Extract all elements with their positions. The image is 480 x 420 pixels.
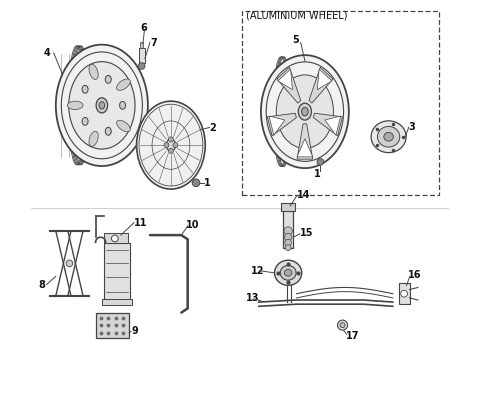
Ellipse shape xyxy=(105,76,111,83)
Text: 1: 1 xyxy=(204,178,210,188)
Bar xyxy=(242,11,439,195)
Circle shape xyxy=(168,148,173,153)
Ellipse shape xyxy=(56,45,148,166)
Circle shape xyxy=(340,323,345,328)
Text: 7: 7 xyxy=(150,38,157,48)
Circle shape xyxy=(173,143,178,147)
Ellipse shape xyxy=(117,79,130,90)
Text: 2: 2 xyxy=(209,123,216,133)
Ellipse shape xyxy=(384,132,394,141)
Polygon shape xyxy=(278,69,292,90)
Text: 15: 15 xyxy=(300,228,313,238)
Ellipse shape xyxy=(276,75,334,148)
Circle shape xyxy=(337,320,348,330)
Ellipse shape xyxy=(298,103,312,120)
Text: 16: 16 xyxy=(408,270,421,280)
Bar xyxy=(102,299,132,305)
Circle shape xyxy=(401,290,408,297)
Circle shape xyxy=(317,158,324,165)
Ellipse shape xyxy=(89,64,98,79)
Text: 11: 11 xyxy=(134,218,147,228)
Ellipse shape xyxy=(377,126,400,147)
Text: (ALUMINIUM WHEEL): (ALUMINIUM WHEEL) xyxy=(246,10,348,21)
Bar xyxy=(139,47,144,63)
Circle shape xyxy=(111,235,118,242)
Circle shape xyxy=(285,239,291,246)
Text: 6: 6 xyxy=(140,23,147,33)
Text: 12: 12 xyxy=(251,266,264,276)
Text: 14: 14 xyxy=(297,190,310,200)
Circle shape xyxy=(66,260,73,267)
Polygon shape xyxy=(277,67,301,103)
Text: 1: 1 xyxy=(313,169,320,179)
Polygon shape xyxy=(297,124,312,159)
Ellipse shape xyxy=(280,265,296,280)
Ellipse shape xyxy=(137,101,205,189)
Ellipse shape xyxy=(371,121,406,152)
Bar xyxy=(283,210,293,248)
Bar xyxy=(140,42,144,47)
Circle shape xyxy=(168,137,173,142)
Text: 5: 5 xyxy=(292,35,299,45)
Ellipse shape xyxy=(166,139,176,151)
Ellipse shape xyxy=(261,55,349,168)
Text: 9: 9 xyxy=(131,326,138,336)
Ellipse shape xyxy=(301,108,308,116)
Circle shape xyxy=(138,63,145,69)
Bar xyxy=(281,203,295,211)
Ellipse shape xyxy=(67,101,83,110)
Ellipse shape xyxy=(89,131,98,147)
Polygon shape xyxy=(297,139,313,157)
Text: 4: 4 xyxy=(43,48,50,58)
Text: 17: 17 xyxy=(346,331,360,341)
Ellipse shape xyxy=(105,127,111,135)
Ellipse shape xyxy=(82,85,88,93)
Ellipse shape xyxy=(69,62,135,149)
Ellipse shape xyxy=(120,101,126,109)
Circle shape xyxy=(164,143,169,147)
Polygon shape xyxy=(317,69,332,90)
Text: 10: 10 xyxy=(186,220,199,230)
Text: 3: 3 xyxy=(408,122,416,132)
Ellipse shape xyxy=(117,120,130,132)
Ellipse shape xyxy=(284,270,292,276)
Ellipse shape xyxy=(82,118,88,125)
Polygon shape xyxy=(325,116,341,135)
Polygon shape xyxy=(313,113,342,136)
Text: 13: 13 xyxy=(246,293,260,303)
Circle shape xyxy=(285,245,291,251)
Bar xyxy=(96,312,129,338)
Circle shape xyxy=(284,227,292,235)
Polygon shape xyxy=(309,67,333,103)
Ellipse shape xyxy=(275,260,302,285)
Bar xyxy=(399,283,409,304)
Bar xyxy=(104,233,128,244)
Ellipse shape xyxy=(96,98,108,113)
Ellipse shape xyxy=(99,102,105,109)
Text: 8: 8 xyxy=(38,281,45,290)
Circle shape xyxy=(192,179,200,186)
Polygon shape xyxy=(267,113,297,136)
Polygon shape xyxy=(269,116,285,135)
Bar xyxy=(104,244,130,300)
Circle shape xyxy=(284,234,292,241)
